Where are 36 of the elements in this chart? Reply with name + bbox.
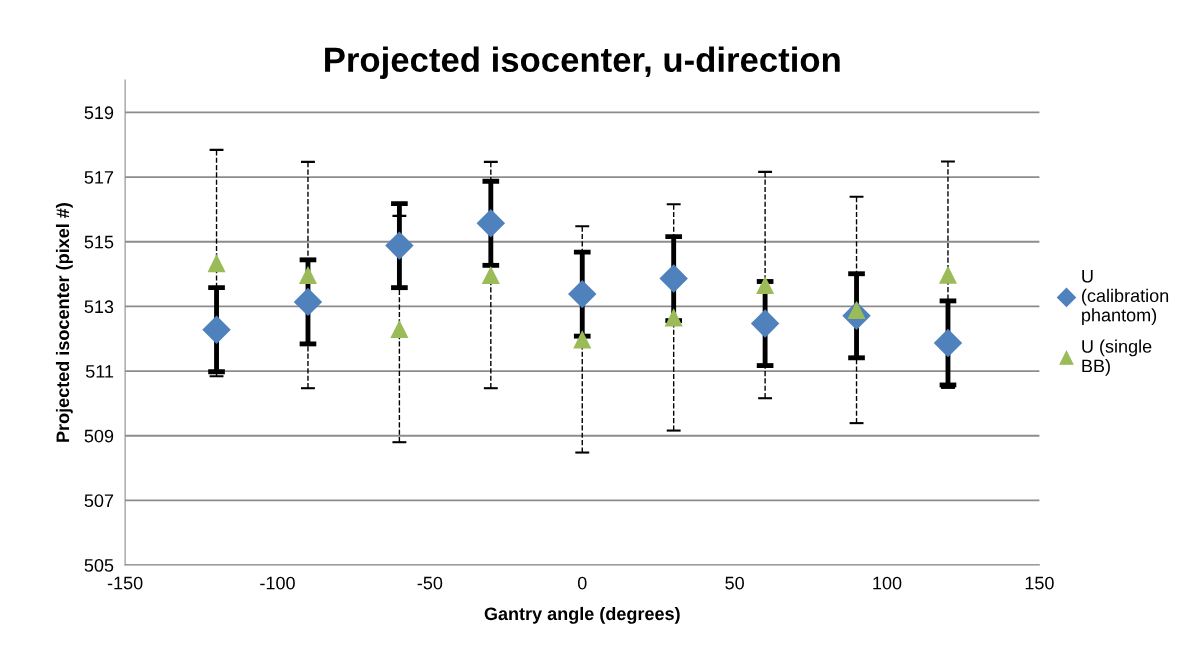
point	[385, 231, 414, 260]
y-tick-label: 509	[84, 429, 114, 443]
y-tick-label: 505	[84, 559, 114, 572]
point	[664, 308, 683, 327]
point	[298, 265, 318, 285]
x-tick-label: 50	[725, 576, 744, 590]
point	[933, 328, 963, 358]
y-tick-label: 507	[84, 494, 114, 508]
point	[207, 254, 226, 273]
legend-label: U (single BB)	[1082, 339, 1152, 376]
point	[293, 287, 323, 317]
point	[938, 265, 958, 284]
point	[756, 276, 775, 295]
x-tick-label: 100	[873, 576, 902, 590]
point	[659, 264, 688, 293]
point	[481, 265, 500, 285]
point	[573, 330, 592, 349]
x-tick-label: 150	[1025, 576, 1054, 590]
point	[568, 279, 597, 309]
x-tick-label: -100	[260, 576, 295, 590]
point	[390, 319, 409, 339]
y-tick-label: 513	[84, 300, 114, 314]
y-tick-label: 519	[84, 106, 114, 120]
chart-title: Projected isocenter, u-direction	[325, 46, 840, 79]
y-axis-title: Projected isocenter (pixel #)	[55, 203, 73, 442]
x-tick-label: -50	[417, 576, 443, 590]
point	[750, 309, 780, 338]
point	[202, 315, 231, 344]
y-tick-label: 511	[85, 365, 114, 378]
y-tick-label: 517	[84, 171, 114, 184]
x-axis-title: Gantry angle (degrees)	[484, 606, 680, 624]
x-tick-label: 0	[577, 576, 587, 590]
point	[476, 209, 506, 238]
y-tick-label: 515	[84, 235, 114, 249]
x-tick-label: -150	[107, 576, 143, 590]
legend-label: U (calibration phantom)	[1082, 270, 1169, 326]
